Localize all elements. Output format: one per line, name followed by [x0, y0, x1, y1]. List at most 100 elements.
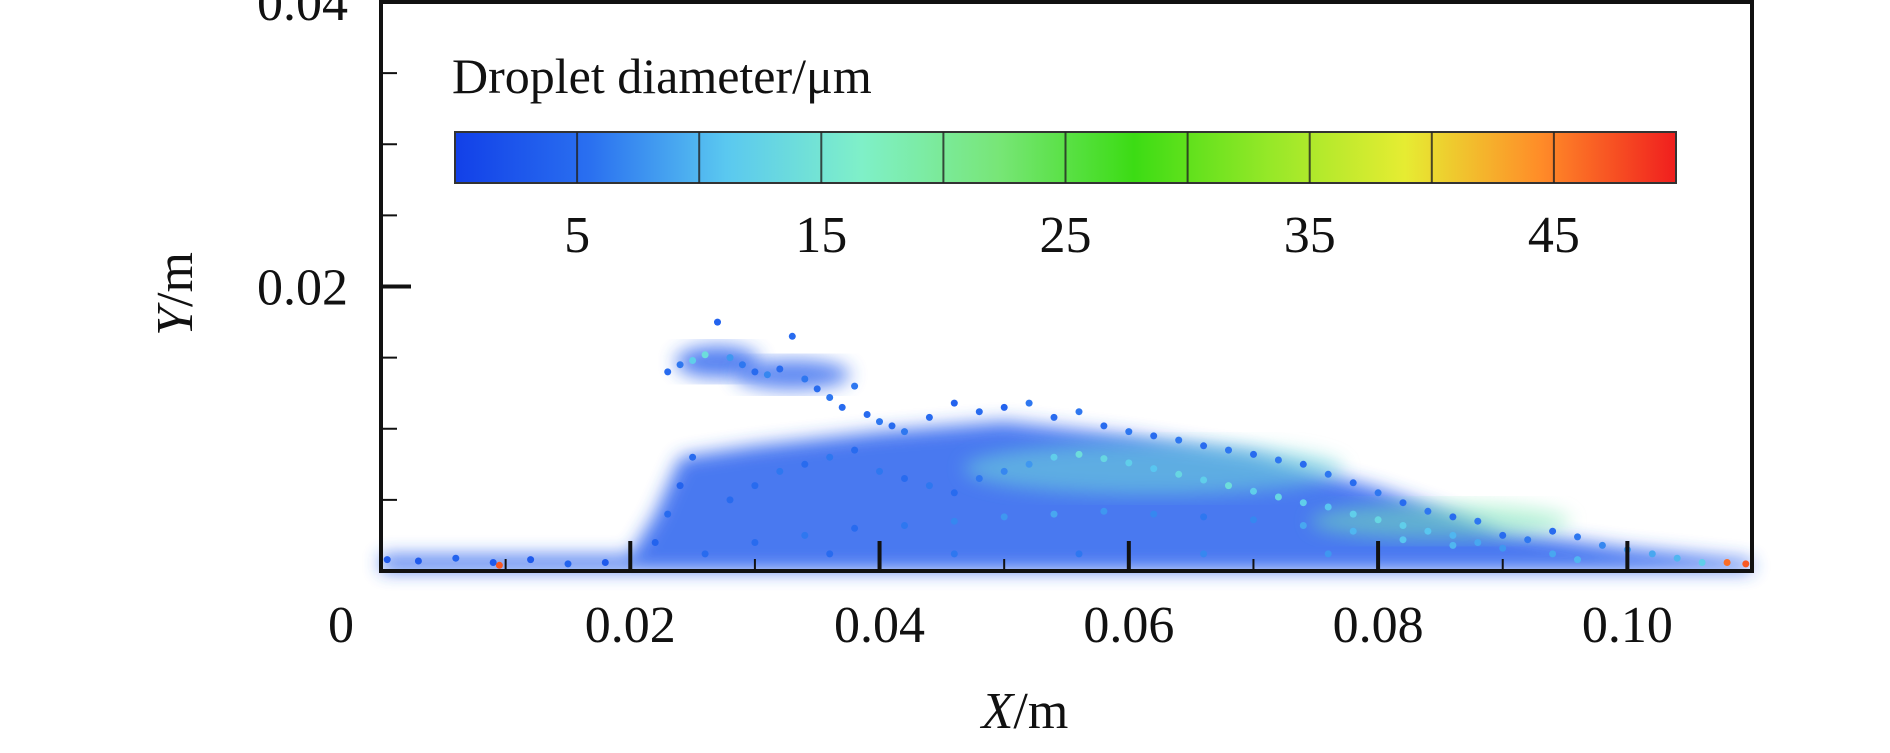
- droplet-point: [1299, 522, 1307, 529]
- droplet-point: [1050, 510, 1058, 518]
- colorbar-tick-labels: 5 15 25 35 45: [564, 207, 1580, 264]
- droplet-point: [751, 368, 759, 376]
- droplet-point: [676, 482, 684, 490]
- x-tick-label: 0.10: [1582, 597, 1673, 654]
- droplet-point: [1200, 476, 1208, 484]
- droplet-point: [788, 332, 796, 340]
- droplet-point: [950, 517, 958, 525]
- droplet-point: [1250, 487, 1257, 495]
- droplet-point: [925, 482, 933, 490]
- droplet-point: [1100, 455, 1108, 463]
- lower-right-cloud: [1310, 503, 1571, 540]
- droplet-point: [689, 357, 697, 364]
- spray-body: [381, 421, 1752, 571]
- droplet-point: [1050, 413, 1058, 421]
- droplet-point: [726, 354, 734, 362]
- x-axis-tick-labels: 0 0.02 0.04 0.06 0.08 0.10: [328, 597, 1673, 654]
- droplet-point: [826, 394, 834, 401]
- y-tick-label: 0.02: [257, 260, 348, 317]
- droplet-point: [851, 382, 859, 390]
- droplet-point: [763, 371, 771, 379]
- x-tick-label: 0.06: [1083, 597, 1174, 654]
- droplet-point: [1075, 550, 1083, 558]
- droplet-point: [776, 365, 784, 373]
- droplet-point: [1250, 450, 1257, 458]
- droplet-point: [452, 554, 460, 562]
- droplet-point: [1299, 499, 1307, 507]
- droplet-point: [1349, 479, 1357, 487]
- droplet-point: [901, 522, 908, 529]
- droplet-point: [1075, 450, 1083, 458]
- colorbar-title: Droplet diameter/μm: [452, 48, 872, 104]
- droplet-point: [489, 559, 497, 566]
- droplet-point: [1449, 513, 1457, 521]
- droplet-point: [1449, 541, 1457, 549]
- droplet-point: [1324, 550, 1332, 558]
- droplet-point: [1025, 460, 1033, 468]
- droplet-point: [863, 411, 871, 418]
- droplet-point: [1549, 550, 1557, 558]
- droplet-point: [1424, 507, 1432, 515]
- droplet-point: [1225, 446, 1232, 454]
- x-tick-label: 0.04: [834, 597, 925, 654]
- droplet-point: [1399, 522, 1407, 529]
- droplet-point: [676, 361, 684, 369]
- x-axis-unit: /m: [1013, 683, 1068, 740]
- droplet-point: [901, 428, 908, 436]
- y-axis-tick-labels: 0.02 0.04: [257, 0, 348, 317]
- droplet-point: [950, 399, 958, 407]
- droplet-point: [1349, 510, 1357, 518]
- droplet-point: [826, 550, 834, 558]
- droplet-point: [751, 482, 759, 490]
- droplet-point: [1374, 516, 1382, 524]
- droplet-point: [1524, 536, 1532, 544]
- droplet-point: [1025, 399, 1033, 407]
- droplet-point: [851, 524, 859, 532]
- droplet-point: [1274, 493, 1282, 501]
- droplet-point: [1100, 507, 1108, 515]
- droplet-point: [1125, 459, 1133, 467]
- droplet-point: [1175, 436, 1183, 444]
- droplet-point: [689, 453, 697, 461]
- y-axis-ticks: [381, 0, 411, 501]
- droplet-point: [1150, 432, 1158, 440]
- droplet-point: [901, 475, 908, 482]
- droplet-point: [1399, 536, 1407, 544]
- droplet-point: [701, 550, 709, 558]
- droplet-point: [664, 510, 672, 518]
- droplet-point: [1274, 456, 1282, 464]
- droplet-point: [1574, 533, 1581, 541]
- spray-cloud: [381, 345, 1752, 571]
- droplet-point: [1324, 503, 1332, 511]
- droplet-point: [383, 556, 391, 564]
- droplet-point: [876, 467, 883, 475]
- droplet-point: [838, 403, 846, 411]
- x-axis-variable: X: [980, 683, 1016, 740]
- droplet-point: [1225, 482, 1232, 490]
- droplet-point: [801, 460, 809, 468]
- droplet-point: [813, 385, 821, 393]
- droplet-point: [801, 531, 809, 539]
- x-tick-label: 0: [328, 597, 354, 654]
- x-axis-ticks: [504, 541, 1753, 571]
- droplet-point: [564, 560, 572, 568]
- y-axis-variable: Y: [147, 302, 204, 336]
- droplet-point: [1000, 467, 1008, 475]
- droplet-point: [776, 467, 784, 475]
- droplet-point: [1200, 442, 1208, 450]
- droplet-point: [751, 539, 759, 546]
- droplet-point: [714, 318, 721, 326]
- droplet-point: [1175, 470, 1183, 478]
- upper-lobe-tail: [734, 359, 851, 390]
- droplet-point: [1474, 539, 1482, 546]
- droplet-point: [1374, 489, 1382, 497]
- droplet-point: [1250, 516, 1257, 524]
- droplet-point: [1723, 559, 1731, 566]
- droplet-point: [414, 557, 422, 565]
- droplet-point: [1000, 403, 1008, 411]
- droplet-point: [527, 556, 535, 564]
- droplet-point: [495, 561, 503, 569]
- colorbar-tick-label: 5: [564, 207, 590, 264]
- colorbar-tick-label: 35: [1284, 207, 1336, 264]
